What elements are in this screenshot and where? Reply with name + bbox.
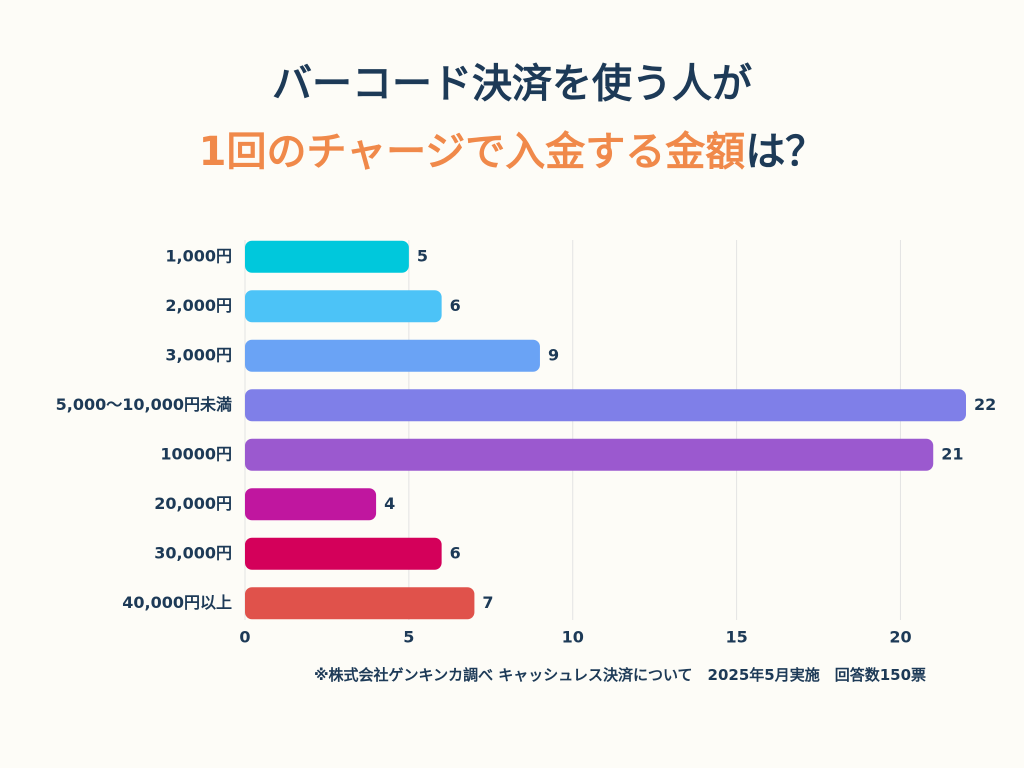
- bar: [245, 240, 409, 273]
- x-tick-label: 20: [889, 628, 911, 647]
- value-label: 21: [941, 444, 963, 463]
- footnote: ※株式会社ゲンキンカ調べ キャッシュレス決済について 2025年5月実施 回答数…: [313, 666, 927, 684]
- y-tick-label: 20,000円: [154, 494, 232, 513]
- bar: [245, 290, 442, 323]
- y-tick-label: 30,000円: [154, 543, 232, 562]
- x-tick-label: 5: [403, 628, 414, 647]
- title-end: は？: [745, 129, 825, 175]
- y-tick-label: 40,000円以上: [122, 593, 232, 612]
- value-label: 4: [384, 494, 395, 513]
- chart-title: 1回のチャージで入金する金額は？: [199, 129, 826, 175]
- y-tick-label: 10000円: [160, 444, 232, 463]
- x-tick-label: 10: [562, 628, 584, 647]
- y-tick-label: 3,000円: [165, 345, 232, 364]
- title-highlight: 1回のチャージで入金する金額: [199, 129, 746, 175]
- bar: [245, 587, 475, 620]
- value-label: 7: [482, 593, 493, 612]
- value-label: 22: [974, 395, 996, 414]
- y-tick-label: 1,000円: [165, 246, 232, 265]
- value-label: 6: [450, 543, 461, 562]
- bar: [245, 339, 540, 372]
- value-label: 9: [548, 345, 559, 364]
- bar: [245, 537, 442, 570]
- value-label: 5: [417, 246, 428, 265]
- chart-title: バーコード決済を使う人が: [272, 61, 752, 107]
- y-tick-label: 5,000〜10,000円未満: [56, 395, 232, 414]
- bar: [245, 389, 966, 422]
- bar: [245, 488, 377, 521]
- value-label: 6: [450, 296, 461, 315]
- y-tick-label: 2,000円: [165, 296, 232, 315]
- bar: [245, 438, 934, 471]
- x-tick-label: 0: [239, 628, 250, 647]
- x-tick-label: 15: [725, 628, 747, 647]
